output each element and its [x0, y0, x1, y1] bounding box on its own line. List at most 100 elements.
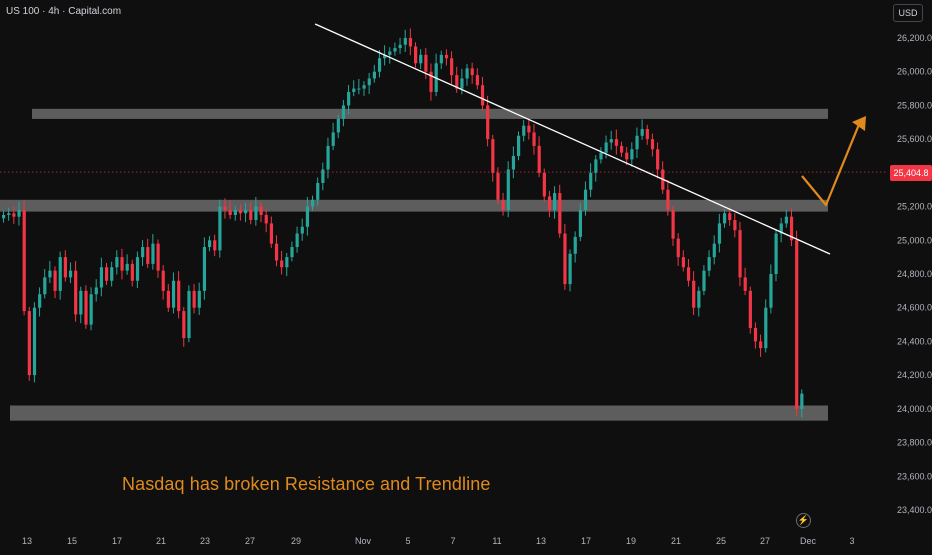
- candle-body: [311, 199, 315, 207]
- y-tick-label: 23,800.0: [897, 438, 932, 448]
- candle-body: [48, 270, 52, 278]
- candle: [48, 261, 52, 284]
- candle-body: [635, 135, 639, 150]
- candle: [63, 250, 67, 282]
- y-tick-label: 25,800.0: [897, 100, 932, 110]
- candle: [444, 49, 449, 66]
- candle: [280, 250, 284, 275]
- zones-layer: [0, 108, 828, 421]
- candle: [388, 47, 392, 64]
- candle-body: [383, 54, 387, 59]
- candle: [17, 201, 21, 226]
- candle: [558, 184, 562, 238]
- candle: [563, 223, 567, 290]
- candle: [784, 209, 788, 228]
- candle-body: [594, 159, 598, 173]
- candle-body: [424, 54, 428, 72]
- candle-body: [331, 132, 335, 146]
- candle-body: [105, 267, 109, 281]
- candle: [594, 155, 598, 182]
- currency-button[interactable]: USD: [893, 4, 923, 22]
- candle-body: [151, 243, 155, 264]
- candle: [620, 141, 624, 157]
- candle: [723, 209, 727, 228]
- candle: [79, 286, 83, 324]
- candle: [393, 42, 397, 56]
- candle: [341, 99, 346, 127]
- candle-body: [743, 277, 747, 291]
- candle: [254, 196, 258, 226]
- x-tick-label: 11: [492, 536, 501, 546]
- candle-body: [717, 223, 722, 244]
- candle: [43, 269, 47, 299]
- candle-body: [779, 223, 783, 234]
- candle-body: [38, 294, 42, 308]
- candle-body: [177, 280, 181, 312]
- candle-body: [233, 209, 237, 215]
- candle: [146, 238, 150, 269]
- candle-body: [599, 152, 603, 160]
- candle-body: [161, 270, 165, 291]
- candle-body: [208, 240, 212, 248]
- candle: [367, 72, 371, 94]
- candle-body: [666, 189, 670, 210]
- candle-body: [135, 257, 140, 281]
- candle-body: [583, 189, 588, 210]
- candle: [321, 162, 325, 191]
- candle-body: [43, 277, 47, 295]
- candle: [537, 136, 541, 178]
- candle: [496, 167, 500, 205]
- candle-body: [398, 44, 402, 49]
- x-tick-label: 13: [536, 536, 546, 546]
- symbol-label[interactable]: US 100 · 4h · Capital.com: [6, 6, 122, 17]
- chart-annotation-text: Nasdaq has broken Resistance and Trendli…: [122, 474, 491, 494]
- candle-body: [759, 341, 763, 349]
- candle: [316, 177, 320, 206]
- candle: [94, 279, 98, 302]
- candle-body: [671, 209, 675, 239]
- zone-0: [32, 108, 828, 119]
- candle: [105, 263, 109, 285]
- x-tick-label: 5: [405, 536, 410, 546]
- candle-body: [2, 215, 6, 219]
- y-tick-label: 24,200.0: [897, 370, 932, 380]
- candle-body: [367, 78, 371, 86]
- candle-body: [547, 196, 552, 210]
- lightning-icon[interactable]: ⚡: [796, 513, 811, 528]
- candle-body: [305, 206, 310, 227]
- candle-body: [733, 220, 737, 231]
- candle: [228, 200, 232, 220]
- candle: [480, 76, 485, 112]
- candle: [774, 229, 778, 282]
- candle: [681, 250, 685, 272]
- candle-body: [244, 209, 248, 214]
- candle: [717, 213, 722, 253]
- candle-body: [171, 280, 176, 308]
- candle: [84, 285, 88, 329]
- x-tick-label: 13: [22, 536, 32, 546]
- candle-body: [58, 257, 62, 291]
- candle: [455, 66, 459, 93]
- y-tick-label: 25,000.0: [897, 235, 932, 245]
- candle: [135, 251, 140, 288]
- candle-body: [377, 58, 382, 72]
- candle: [264, 209, 268, 233]
- x-tick-label: 21: [156, 536, 166, 546]
- candle-body: [429, 71, 433, 92]
- y-axis: 26,200.0 26,000.0 25,800.0 25,600.0 25,200.0…: [897, 33, 932, 515]
- candle-body: [341, 105, 346, 119]
- candle-body: [89, 294, 93, 325]
- candle: [285, 252, 289, 277]
- y-tick-label: 25,600.0: [897, 134, 932, 144]
- candle-body: [94, 287, 98, 295]
- candle-body: [228, 209, 232, 215]
- candle-body: [213, 240, 217, 251]
- candle-body: [362, 85, 366, 89]
- candle-body: [784, 216, 788, 224]
- candle: [630, 142, 634, 167]
- candle-body: [753, 327, 758, 342]
- y-tick-label: 26,200.0: [897, 33, 932, 43]
- candle-body: [166, 290, 170, 308]
